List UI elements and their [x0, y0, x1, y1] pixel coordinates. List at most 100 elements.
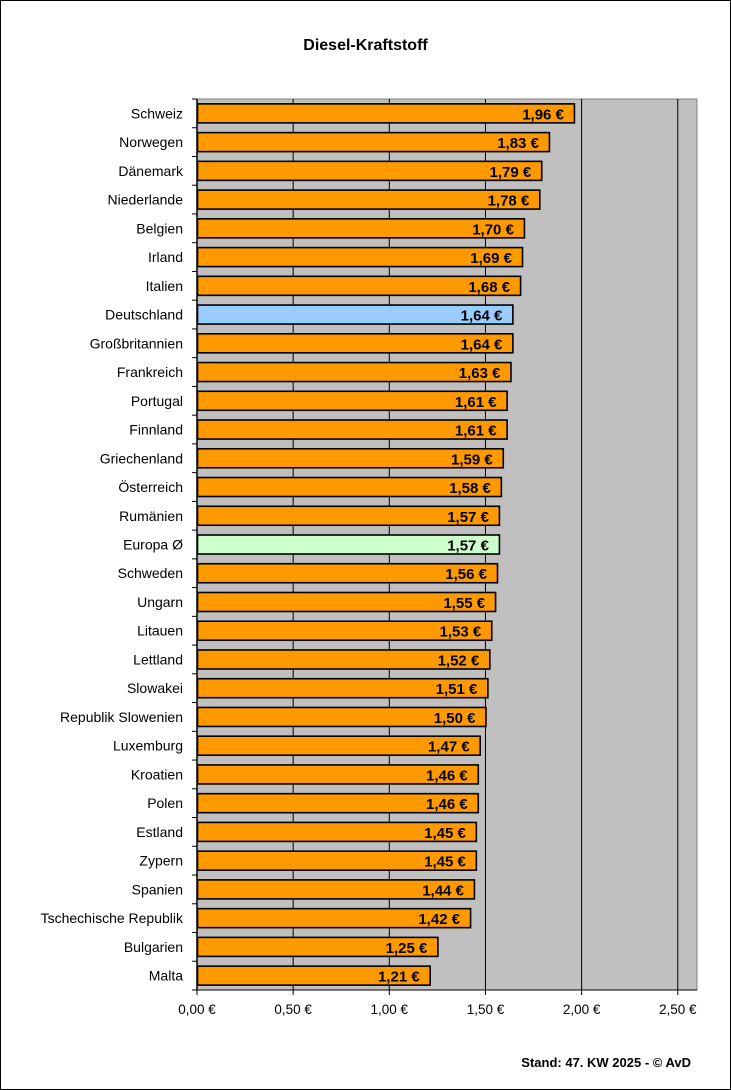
category-label: Dänemark	[118, 163, 184, 179]
data-label: 1,58 €	[449, 480, 491, 497]
data-label: 1,45 €	[424, 854, 466, 871]
data-label: 1,42 €	[418, 911, 460, 928]
data-label: 1,79 €	[490, 164, 532, 181]
bar-portugal	[196, 390, 508, 412]
category-label: Kroatien	[131, 766, 183, 782]
category-label: Deutschland	[105, 307, 183, 323]
bar-estland	[196, 821, 478, 843]
data-label: 1,21 €	[378, 969, 420, 986]
bar-belgien	[196, 218, 526, 239]
x-tick-label: 1,00 €	[371, 1002, 409, 1017]
bar-norwegen	[196, 131, 551, 153]
category-label: Schweiz	[131, 105, 183, 121]
category-label: Belgien	[136, 220, 183, 236]
data-label: 1,51 €	[436, 681, 478, 698]
bar-bulgarien	[196, 936, 439, 958]
bar-frankreich	[196, 361, 512, 383]
category-label: Norwegen	[119, 134, 183, 150]
x-tick-label: 0,50 €	[274, 1002, 312, 1017]
x-tick-label: 2,50 €	[659, 1002, 697, 1017]
bar-großbritannien	[196, 333, 514, 354]
category-label: Italien	[146, 278, 183, 294]
bar-spanien	[196, 879, 476, 900]
category-label: Malta	[149, 968, 183, 984]
category-label: Portugal	[131, 393, 183, 409]
data-label: 1,53 €	[440, 624, 482, 641]
data-label: 1,57 €	[447, 509, 489, 526]
bar-lettland	[196, 649, 491, 670]
bar-slowakei	[196, 677, 489, 699]
bar-malta	[196, 965, 431, 986]
category-label: Schweden	[118, 565, 183, 581]
category-label: Frankreich	[117, 364, 183, 380]
category-label: Slowakei	[127, 680, 183, 696]
data-label: 1,56 €	[445, 566, 487, 583]
category-label: Lettland	[133, 651, 183, 667]
data-label: 1,64 €	[461, 308, 503, 325]
data-label: 1,83 €	[497, 135, 539, 152]
category-label: Großbritannien	[90, 335, 183, 351]
data-label: 1,46 €	[426, 767, 468, 784]
category-label: Ungarn	[137, 594, 183, 610]
data-label: 1,25 €	[386, 940, 428, 957]
category-label: Europa Ø	[123, 537, 183, 553]
category-label: Spanien	[132, 881, 183, 897]
bar-republik-slowenien	[196, 706, 487, 728]
data-label: 1,57 €	[447, 538, 489, 555]
data-label: 1,45 €	[424, 825, 466, 842]
bar-österreich	[196, 476, 503, 498]
category-label: Litauen	[137, 623, 183, 639]
bar-niederlande	[196, 189, 541, 210]
bar-griechenland	[196, 447, 505, 469]
category-label: Rumänien	[119, 508, 183, 524]
bar-schweden	[196, 562, 499, 584]
bar-deutschland	[196, 304, 514, 325]
x-tick-label: 1,50 €	[467, 1002, 505, 1017]
category-label: Tschechische Republik	[41, 910, 184, 926]
chart-title: Diesel-Kraftstoff	[303, 37, 428, 54]
bar-zypern	[196, 850, 478, 871]
category-label: Luxemburg	[113, 738, 183, 754]
category-label: Estland	[136, 824, 183, 840]
data-label: 1,61 €	[455, 423, 497, 440]
bar-tschechische-republik	[196, 907, 472, 929]
data-label: 1,64 €	[461, 336, 503, 353]
category-label: Republik Slowenien	[60, 709, 183, 725]
bar-ungarn	[196, 591, 497, 613]
bar-litauen	[196, 620, 493, 642]
category-label: Niederlande	[108, 192, 184, 208]
bar-luxemburg	[196, 735, 481, 756]
bar-rumänien	[196, 505, 501, 527]
bar-polen	[196, 792, 480, 814]
data-label: 1,50 €	[434, 710, 476, 727]
category-label: Zypern	[139, 853, 183, 869]
data-label: 1,44 €	[422, 882, 464, 899]
bar-dänemark	[196, 160, 543, 182]
category-label: Finnland	[129, 422, 183, 438]
category-label: Irland	[148, 249, 183, 265]
data-label: 1,63 €	[459, 365, 501, 382]
data-label: 1,46 €	[426, 796, 468, 813]
data-label: 1,55 €	[443, 595, 485, 612]
category-label: Bulgarien	[124, 939, 183, 955]
bar-kroatien	[196, 764, 480, 785]
category-label: Polen	[147, 795, 183, 811]
category-label: Österreich	[118, 478, 183, 495]
data-label: 1,96 €	[522, 106, 564, 123]
bar-irland	[196, 246, 524, 268]
bar-italien	[196, 275, 522, 297]
bar-schweiz	[196, 103, 576, 124]
x-tick-label: 0,00 €	[178, 1002, 216, 1017]
data-label: 1,69 €	[470, 250, 512, 267]
data-label: 1,61 €	[455, 394, 497, 411]
data-label: 1,70 €	[472, 221, 514, 238]
data-label: 1,47 €	[428, 739, 470, 756]
data-label: 1,59 €	[451, 451, 493, 468]
bar-europa-	[196, 534, 501, 555]
data-label: 1,78 €	[488, 193, 530, 210]
chart-footer: Stand: 47. KW 2025 - © AvD	[521, 1055, 691, 1070]
category-label: Griechenland	[100, 450, 183, 466]
bar-finnland	[196, 419, 508, 440]
data-label: 1,68 €	[468, 279, 510, 296]
